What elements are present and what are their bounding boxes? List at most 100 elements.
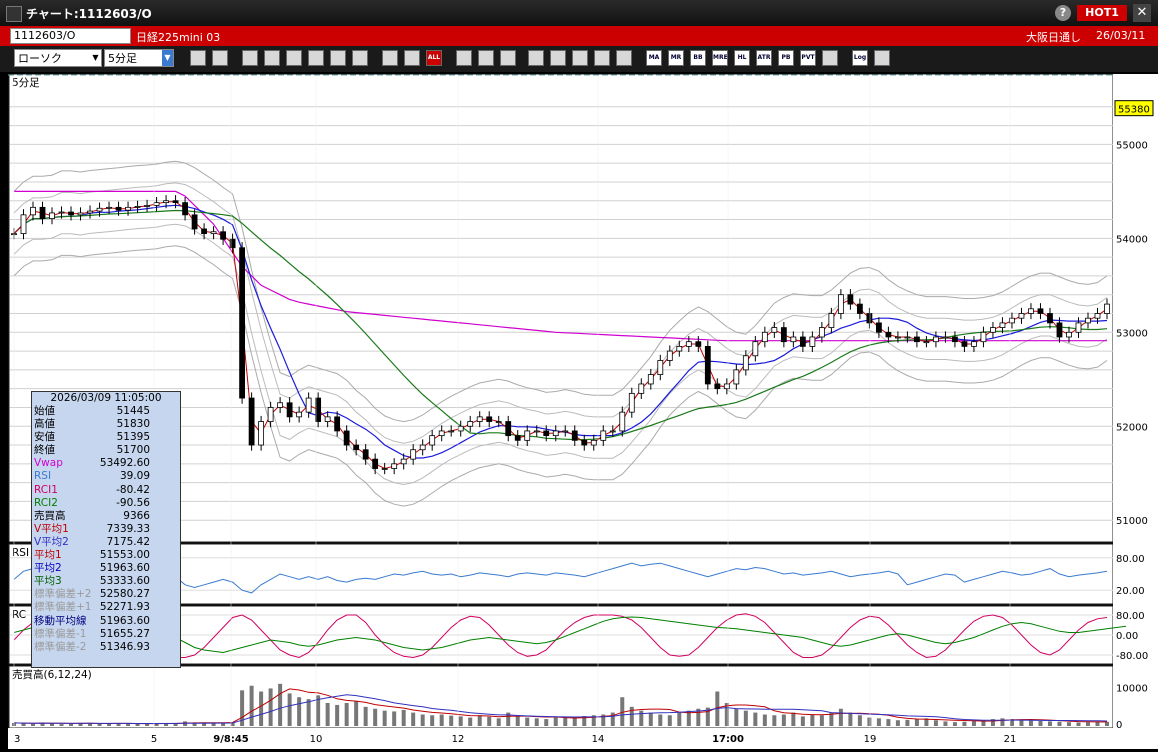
candle-body (676, 345, 683, 352)
pencil-icon[interactable] (242, 50, 258, 66)
candle-icon[interactable] (382, 50, 398, 66)
volume-bar (544, 719, 549, 726)
data-row-value: 9366 (123, 509, 150, 522)
candle-body (904, 336, 911, 339)
volume-bar (192, 722, 197, 726)
chart-area[interactable]: 55000 54000 53000 52000 51000 55380 5分足 RSI 80.0… (8, 73, 1158, 749)
candle-body (961, 341, 968, 347)
price-panel-label: 5分足 (12, 77, 40, 89)
current-price-label: 55380 (1118, 105, 1150, 116)
x-tick-label: 5 (151, 734, 157, 745)
candle-body (847, 294, 854, 305)
volume-bar (496, 718, 501, 726)
candle-body (343, 430, 350, 446)
chart-type-select[interactable]: ローソク ▼ (14, 49, 102, 67)
volume-bar (69, 723, 74, 726)
mr-icon[interactable]: MR (668, 50, 684, 66)
volume-bar (382, 710, 387, 726)
close-icon[interactable]: ✕ (1133, 4, 1151, 22)
candle-body (914, 336, 920, 343)
vwap-line (14, 190, 1107, 342)
candle-body (476, 416, 483, 422)
plus-icon[interactable] (594, 50, 610, 66)
data-window: 2026/03/09 11:05:00 始値 51445 高値 51830 安値 5139… (31, 391, 181, 668)
period-icon[interactable] (572, 50, 588, 66)
interval-select[interactable]: 5分足 ▼ (104, 49, 174, 67)
rci1-line (13, 613, 1108, 659)
volume-bar (107, 723, 112, 726)
data-row-label: V平均1 (34, 522, 69, 535)
zoom-icon[interactable] (550, 50, 566, 66)
candle-body (486, 416, 493, 422)
volume-bar (1066, 722, 1071, 726)
candle-body (1009, 317, 1015, 324)
volume-bar (810, 714, 815, 726)
data-row-value: 51700 (116, 444, 150, 457)
volume-bar (31, 723, 36, 726)
hl-icon[interactable]: HL (734, 50, 750, 66)
candle-body (771, 327, 778, 333)
price-tick-label: 53000 (1116, 328, 1148, 339)
candle-body (153, 202, 160, 206)
volume-bar (620, 697, 625, 726)
pvt-icon[interactable]: PVT (800, 50, 816, 66)
data-row-label: RCI2 (34, 496, 58, 509)
data-row-value: -80.42 (116, 483, 150, 496)
data-row-label: 標準偏差-1 (34, 627, 87, 640)
atr-icon[interactable]: ATR (756, 50, 772, 66)
exit-icon[interactable] (874, 50, 890, 66)
volume-bar (230, 722, 235, 726)
chart-svg[interactable]: 55000 54000 53000 52000 51000 55380 5分足 RSI 80.0… (8, 73, 1158, 749)
volume-bar (943, 721, 948, 726)
volume-bar (21, 723, 26, 726)
volume-bar (1038, 721, 1043, 726)
candle-body (799, 336, 806, 347)
data-row-label: 平均1 (34, 549, 62, 562)
export-icon[interactable] (528, 50, 544, 66)
blank-icon[interactable] (616, 50, 632, 66)
all-icon[interactable]: ALL (426, 50, 442, 66)
wrench-icon[interactable] (478, 50, 494, 66)
volume-bar (325, 703, 330, 726)
volume-bar (97, 723, 102, 726)
candle-body (201, 228, 207, 235)
volume-bar (335, 704, 340, 726)
ma-icon[interactable]: MA (646, 50, 662, 66)
candle-body (400, 458, 407, 465)
trash-icon[interactable] (352, 50, 368, 66)
mre-icon[interactable]: MRE (712, 50, 728, 66)
volume-bar (886, 719, 891, 726)
volume-bar (639, 710, 644, 726)
crosshair-icon[interactable] (212, 50, 228, 66)
help-icon[interactable]: ? (1055, 5, 1071, 21)
box-icon[interactable] (822, 50, 838, 66)
candle-edit-icon[interactable] (404, 50, 420, 66)
volume-bar (582, 716, 587, 726)
volume-bar (743, 710, 748, 726)
volume-bar (553, 717, 558, 726)
candle-body (818, 327, 825, 338)
symbol-info-bar: 1112603/O 日経225mini 03 大阪日通し 26/03/11 (0, 26, 1158, 46)
volume-bar (116, 723, 121, 726)
symbol-code-input[interactable]: 1112603/O (10, 28, 131, 44)
hot-button[interactable]: HOT1 (1077, 5, 1127, 21)
bb-icon[interactable]: BB (690, 50, 706, 66)
note-icon[interactable] (330, 50, 346, 66)
cursor-icon[interactable] (286, 50, 302, 66)
pb-icon[interactable]: PB (778, 50, 794, 66)
candle-body (942, 336, 949, 339)
trendline-icon[interactable] (264, 50, 280, 66)
candle-body (448, 430, 455, 433)
settings-icon[interactable] (456, 50, 472, 66)
volume-bar (563, 716, 568, 726)
search-icon[interactable] (190, 50, 206, 66)
log-icon[interactable]: Log (852, 50, 868, 66)
palette-icon[interactable] (500, 50, 516, 66)
candle-body (296, 411, 303, 418)
arrow-icon[interactable] (308, 50, 324, 66)
candle-body (410, 449, 417, 460)
candle-body (666, 350, 673, 361)
volume-bar (259, 691, 264, 726)
candle-body (999, 322, 1006, 328)
interval-value: 5分足 (108, 52, 137, 65)
